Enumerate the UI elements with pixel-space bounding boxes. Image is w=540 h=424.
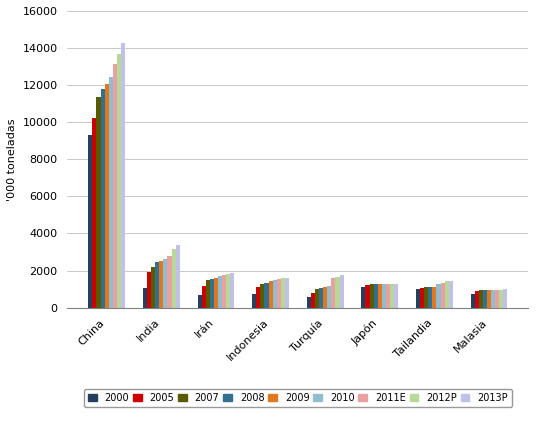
Bar: [335, 277, 340, 308]
Bar: [311, 293, 315, 308]
Bar: [260, 284, 265, 308]
Bar: [147, 272, 151, 308]
Bar: [441, 283, 444, 308]
Bar: [386, 285, 390, 308]
Bar: [100, 89, 105, 308]
Bar: [198, 295, 201, 308]
Bar: [394, 284, 398, 308]
Bar: [433, 287, 436, 308]
Bar: [117, 53, 121, 308]
Bar: [475, 291, 479, 308]
Bar: [172, 249, 176, 308]
Bar: [256, 287, 260, 308]
Bar: [265, 283, 268, 308]
Bar: [470, 294, 475, 308]
Bar: [105, 84, 109, 308]
Bar: [281, 278, 285, 308]
Bar: [491, 290, 495, 308]
Bar: [323, 287, 327, 308]
Bar: [503, 289, 508, 308]
Bar: [285, 278, 289, 308]
Bar: [382, 284, 386, 308]
Bar: [444, 281, 449, 308]
Bar: [121, 43, 125, 308]
Bar: [449, 281, 453, 308]
Bar: [214, 278, 218, 308]
Bar: [420, 288, 424, 308]
Bar: [374, 285, 378, 308]
Bar: [164, 259, 167, 308]
Bar: [159, 261, 164, 308]
Bar: [424, 287, 428, 308]
Bar: [378, 284, 382, 308]
Bar: [222, 275, 226, 308]
Bar: [206, 280, 210, 308]
Bar: [366, 285, 369, 308]
Bar: [307, 296, 311, 308]
Bar: [319, 288, 323, 308]
Bar: [155, 262, 159, 308]
Bar: [273, 280, 276, 308]
Bar: [151, 267, 155, 308]
Bar: [436, 285, 441, 308]
Bar: [390, 284, 394, 308]
Bar: [416, 289, 420, 308]
Bar: [361, 287, 366, 308]
Bar: [479, 290, 483, 308]
Y-axis label: '000 toneladas: '000 toneladas: [7, 118, 17, 201]
Bar: [89, 135, 92, 308]
Bar: [113, 64, 117, 308]
Bar: [92, 118, 97, 308]
Bar: [218, 276, 222, 308]
Bar: [167, 256, 172, 308]
Bar: [143, 288, 147, 308]
Bar: [252, 294, 256, 308]
Bar: [176, 245, 180, 308]
Bar: [428, 287, 433, 308]
Bar: [201, 286, 206, 308]
Bar: [332, 278, 335, 308]
Bar: [483, 290, 487, 308]
Bar: [109, 77, 113, 308]
Bar: [327, 286, 332, 308]
Bar: [487, 290, 491, 308]
Bar: [226, 274, 230, 308]
Bar: [315, 289, 319, 308]
Bar: [276, 279, 281, 308]
Bar: [340, 275, 343, 308]
Bar: [369, 285, 374, 308]
Bar: [495, 290, 500, 308]
Bar: [97, 97, 100, 308]
Bar: [210, 279, 214, 308]
Bar: [500, 290, 503, 308]
Bar: [230, 273, 234, 308]
Bar: [268, 281, 273, 308]
Legend: 2000, 2005, 2007, 2008, 2009, 2010, 2011E, 2012P, 2013P: 2000, 2005, 2007, 2008, 2009, 2010, 2011…: [84, 389, 512, 407]
